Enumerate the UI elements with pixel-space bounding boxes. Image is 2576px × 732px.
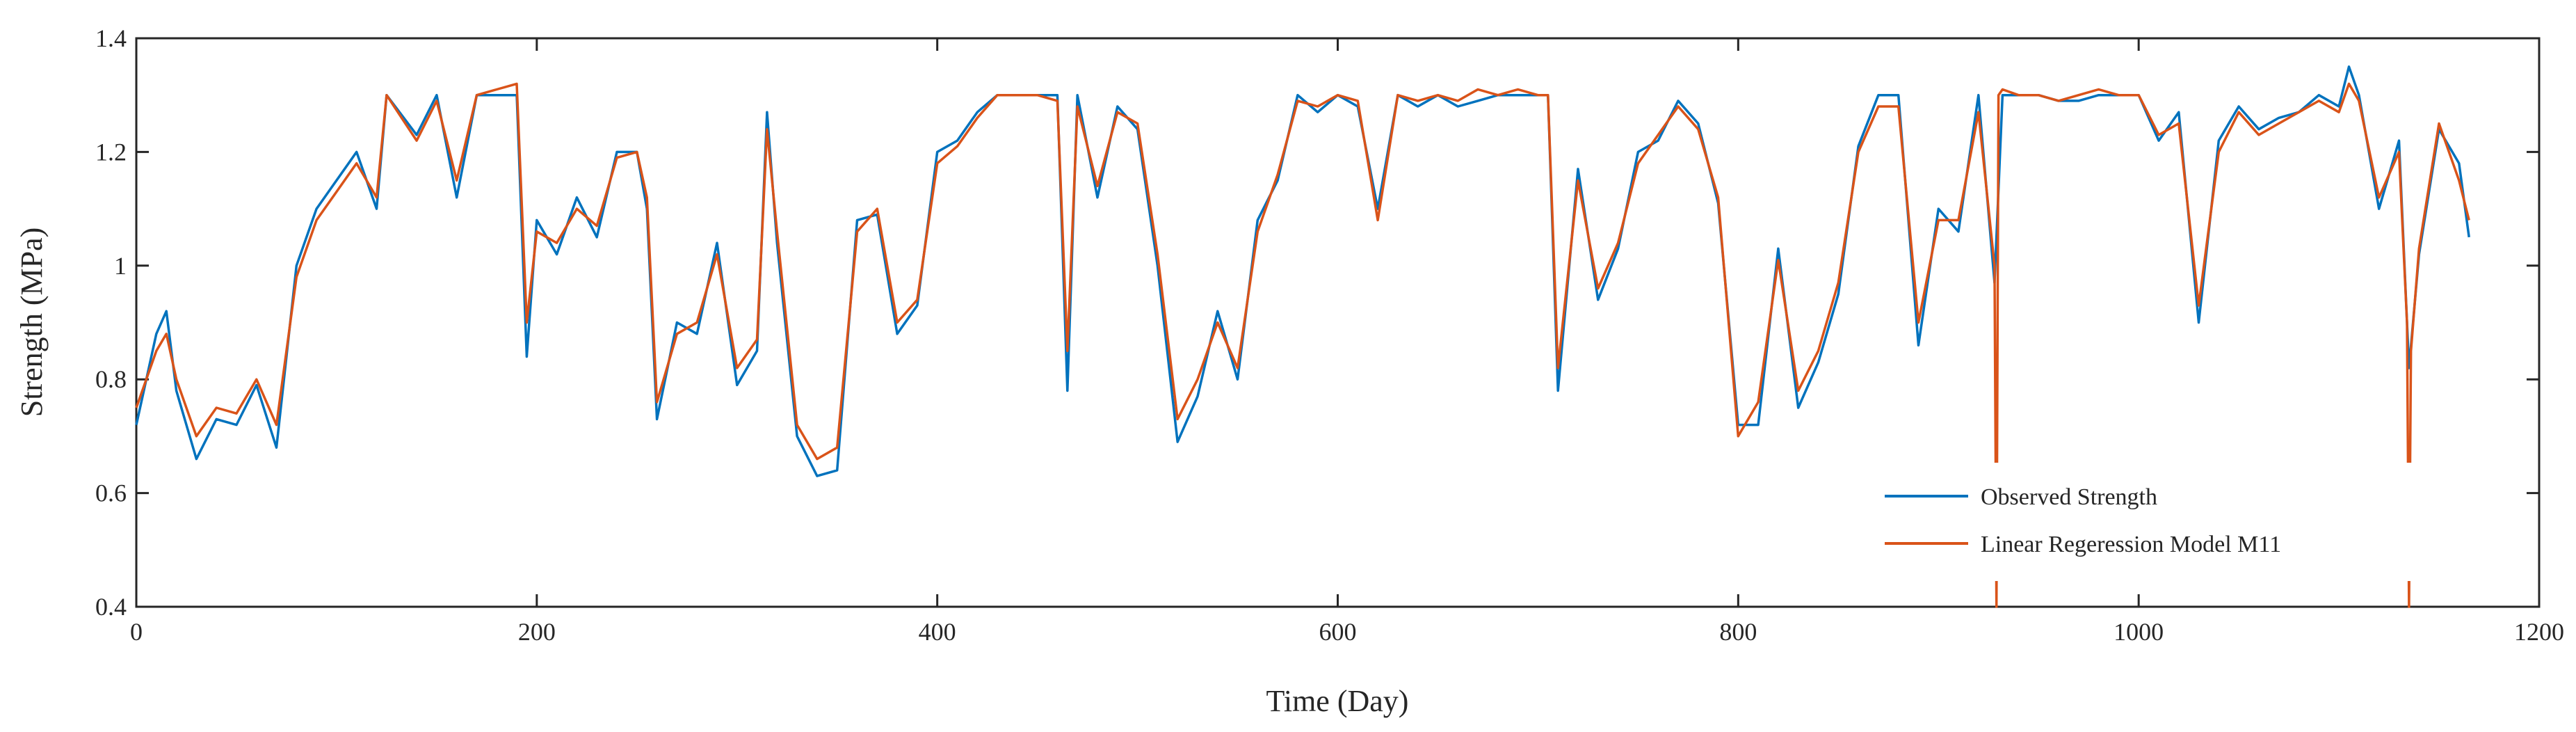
y-axis-ticks: 0.4 0.6 0.8 1 1.2 1.4 [95,24,2539,621]
x-axis-ticks: 0 200 400 600 800 1000 1200 [130,38,2564,646]
x-tick-label: 200 [518,618,556,646]
x-tick-label: 800 [1719,618,1757,646]
x-tick-label: 400 [919,618,956,646]
legend-label-2: Linear Regeression Model M11 [1981,532,2281,557]
series-line-2 [135,82,2470,608]
legend-label-1: Observed Strength [1981,484,2157,510]
x-axis-label: Time (Day) [1266,684,1409,718]
x-tick-label: 1000 [2114,618,2164,646]
x-tick-label: 600 [1319,618,1357,646]
x-tick-label: 0 [130,618,143,646]
legend: Observed Strength Linear Regeression Mode… [1871,463,2521,581]
y-tick-label: 1 [114,252,127,280]
y-tick-label: 0.4 [95,593,127,621]
y-tick-label: 1.2 [95,138,127,166]
y-tick-label: 1.4 [95,24,127,52]
legend-box [1871,463,2521,581]
y-tick-label: 0.6 [95,479,127,507]
y-axis-label: Strength (MPa) [15,228,49,417]
series-layer [135,65,2470,608]
series-line-1 [135,65,2470,477]
x-tick-label: 1200 [2514,618,2564,646]
y-tick-label: 0.8 [95,365,127,393]
